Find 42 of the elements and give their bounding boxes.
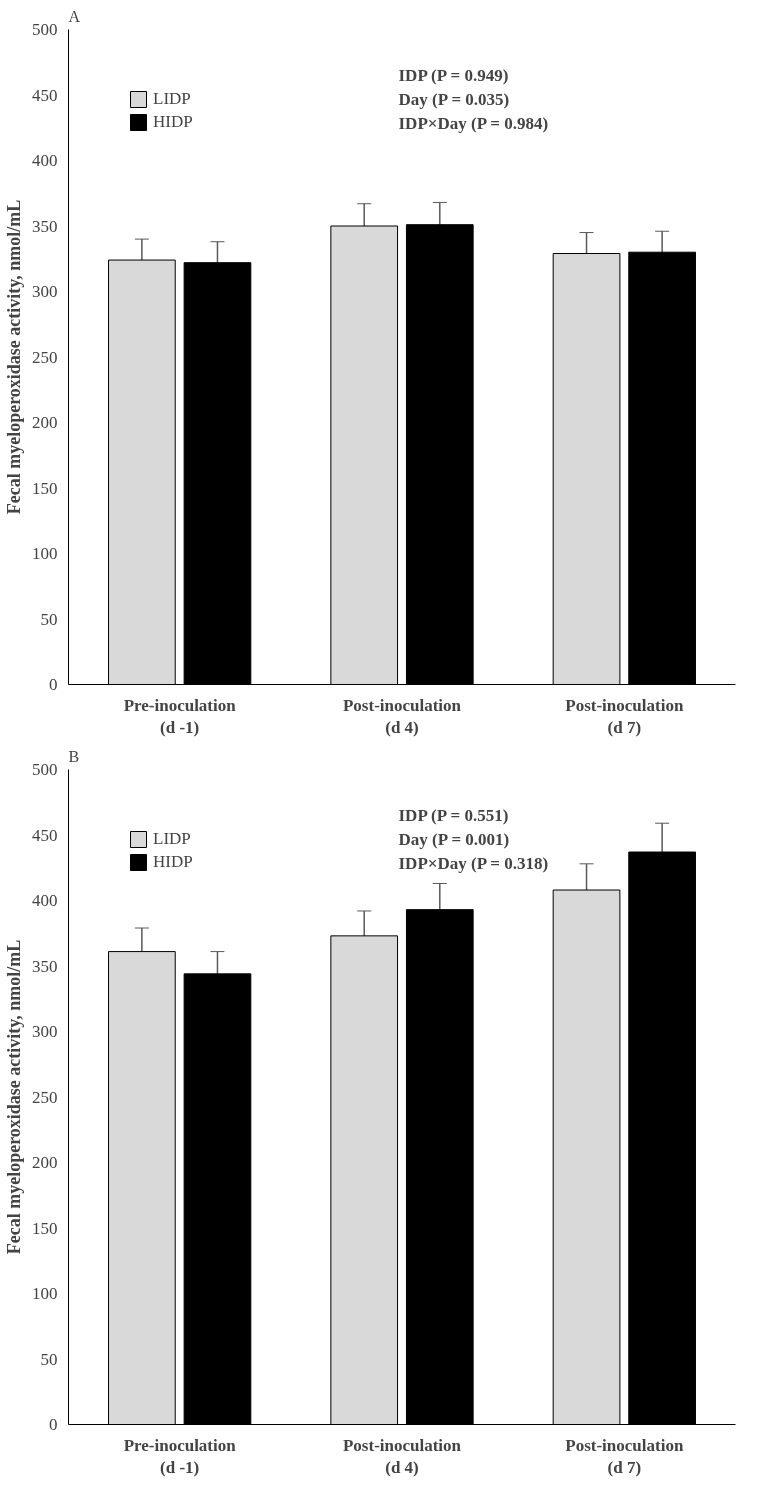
legend-label: LIDP	[153, 89, 191, 109]
y-tick-label: 150	[32, 1218, 58, 1238]
y-tick-label: 150	[32, 478, 58, 498]
y-tick-label: 300	[32, 282, 58, 301]
x-tick-label: Pre-inoculation (d -1)	[123, 695, 237, 738]
y-tick-label: 50	[40, 609, 58, 629]
legend-label: HIDP	[153, 852, 193, 872]
annotation: Day (P = 0.001)	[398, 829, 510, 849]
x-tick-label: Post-inoculation (d 4)	[342, 1435, 462, 1478]
y-tick-label: 250	[32, 347, 58, 367]
annotation: IDP×Day (P = 0.318)	[398, 853, 549, 873]
annotation: IDP×Day (P = 0.984)	[398, 113, 549, 133]
y-tick-label: 0	[49, 1415, 58, 1434]
legend-label: LIDP	[153, 829, 191, 849]
annotation: IDP (P = 0.551)	[398, 805, 509, 825]
annotation: IDP (P = 0.949)	[398, 65, 509, 85]
y-tick-label: 400	[32, 891, 58, 910]
x-tick-label: Post-inoculation (d 7)	[565, 695, 684, 738]
x-tick-label: Pre-inoculation (d -1)	[123, 1435, 237, 1478]
y-axis-title: Fecal myeloperoxidase activity, nmol/mL	[4, 939, 24, 1255]
x-tick-label: Post-inoculation (d 4)	[342, 695, 462, 738]
chart-title: A	[68, 7, 81, 25]
annotation: Day (P = 0.035)	[398, 89, 510, 109]
y-tick-label: 500	[32, 20, 58, 39]
y-tick-label: 450	[32, 825, 58, 845]
x-tick-label: Post-inoculation (d 7)	[565, 1435, 684, 1478]
y-axis-title: Fecal myeloperoxidase activity, nmol/mL	[4, 199, 24, 515]
y-tick-label: 450	[32, 85, 58, 105]
y-tick-label: 500	[32, 760, 58, 779]
y-tick-label: 200	[32, 1153, 58, 1172]
y-tick-label: 250	[32, 1087, 58, 1107]
legend-label: HIDP	[153, 112, 193, 132]
y-tick-label: 300	[32, 1022, 58, 1041]
y-tick-label: 350	[32, 216, 58, 236]
y-tick-label: 350	[32, 956, 58, 976]
y-tick-label: 100	[32, 1284, 58, 1303]
y-tick-label: 0	[49, 675, 58, 694]
chart-title: B	[68, 747, 80, 765]
y-tick-label: 100	[32, 544, 58, 563]
y-tick-label: 50	[40, 1349, 58, 1369]
y-tick-label: 200	[32, 413, 58, 432]
y-tick-label: 400	[32, 151, 58, 170]
